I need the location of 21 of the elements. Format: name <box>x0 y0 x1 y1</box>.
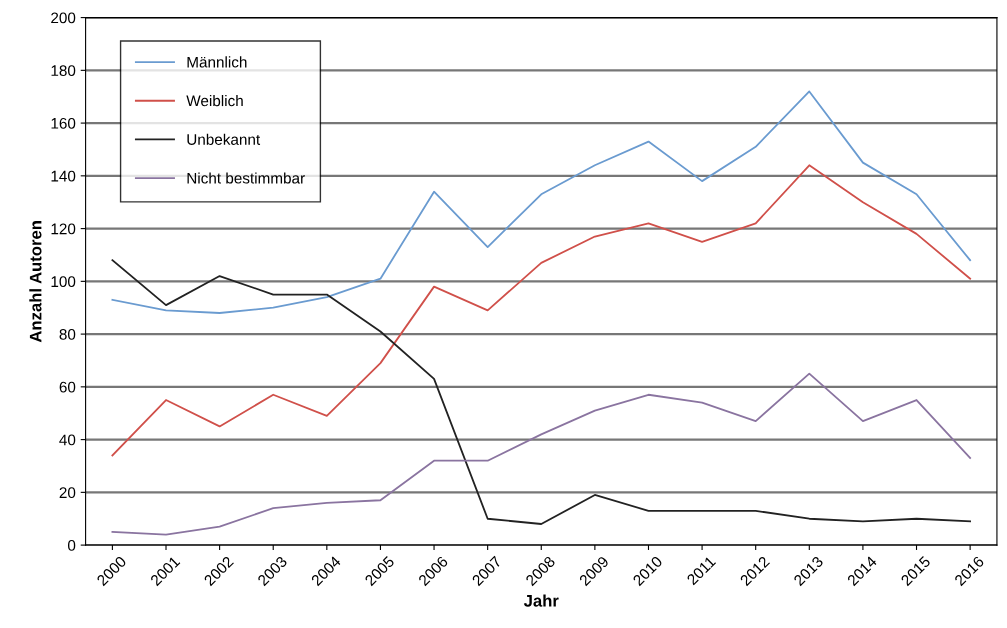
y-tick-label: 200 <box>51 12 76 24</box>
legend-label: Unbekannt <box>187 133 261 145</box>
line-series <box>111 372 972 536</box>
y-tick-label: 80 <box>59 328 76 340</box>
y-tick-label: 140 <box>51 170 76 182</box>
y-tick-label: 20 <box>59 487 76 499</box>
legend-label: Männlich <box>187 56 247 68</box>
y-tick-label: 0 <box>67 539 76 551</box>
y-tick-label: 180 <box>51 65 76 77</box>
y-tick-label: 160 <box>51 117 76 129</box>
y-axis-title: Anzahl Autoren <box>29 221 42 343</box>
y-tick-label: 60 <box>59 381 76 393</box>
line-series <box>111 259 972 525</box>
y-tick-label: 100 <box>51 276 76 288</box>
y-tick-label: 120 <box>51 223 76 235</box>
line-series <box>111 164 972 457</box>
line-series <box>111 90 972 314</box>
y-tick-label: 40 <box>59 434 76 446</box>
legend-label: Weiblich <box>186 95 243 107</box>
x-axis-title: Jahr <box>523 594 559 607</box>
legend-label: Nicht bestimmbar <box>187 172 305 184</box>
